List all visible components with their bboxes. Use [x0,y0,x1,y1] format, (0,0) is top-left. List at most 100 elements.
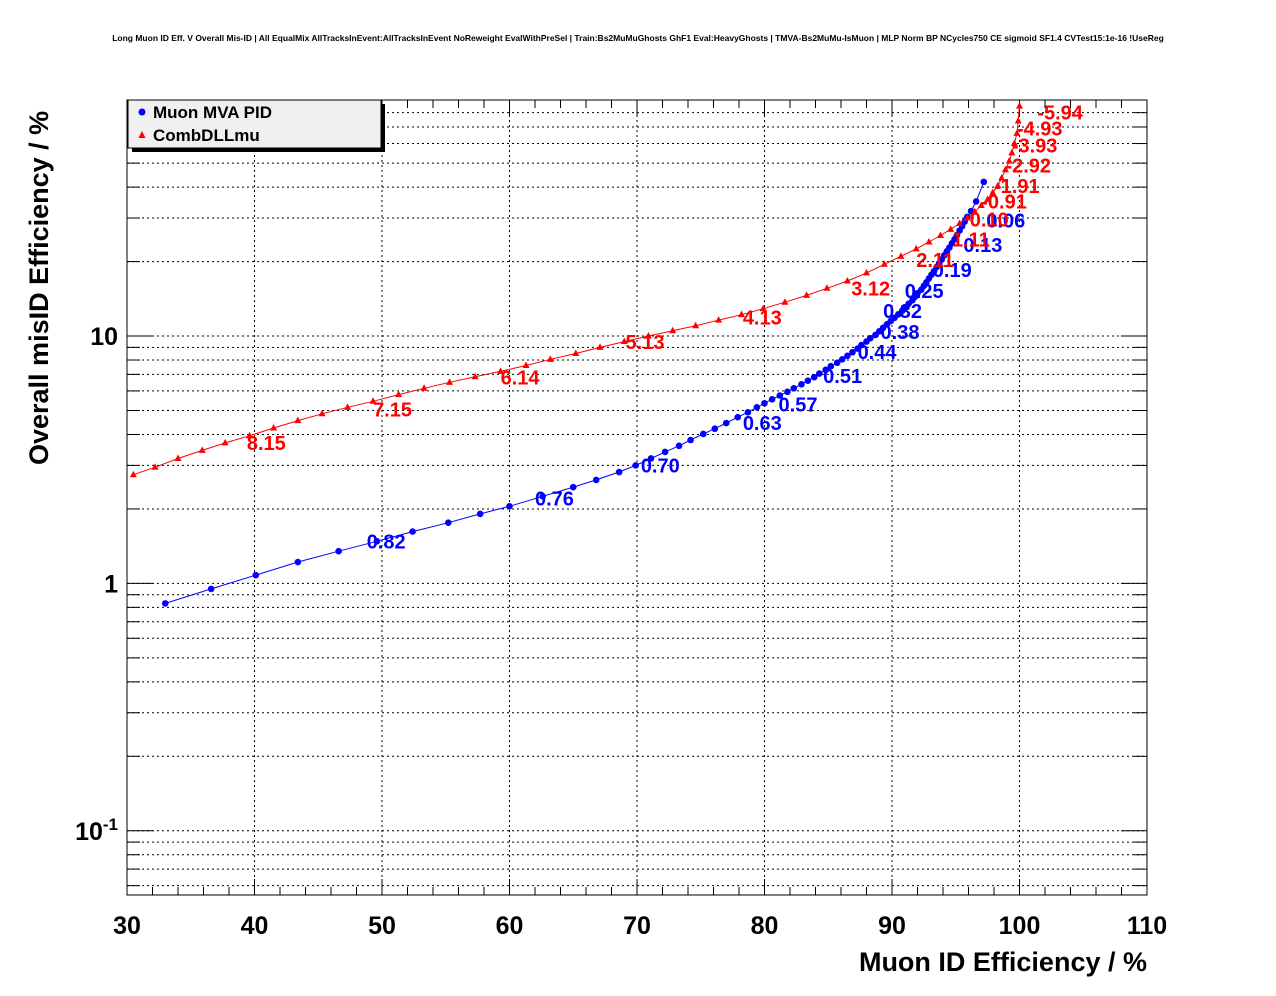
data-point [245,431,253,439]
data-point [497,367,505,374]
data-point [270,423,278,431]
data-point [838,356,846,363]
data-point [572,349,580,357]
data-point [759,304,767,312]
data-point [369,397,377,404]
data-point [994,181,1002,189]
legend-label: CombDLLmu [153,126,260,145]
data-label: 0.57 [779,394,818,416]
data-point [880,260,888,267]
data-label: 0.70 [641,455,680,477]
y-axis-title: Overall misID Efficiency / % [24,111,54,465]
data-point [823,284,831,291]
data-point [335,547,342,555]
data-label: -1.91 [994,176,1040,198]
data-label: 8.15 [247,433,286,455]
data-point [722,419,730,427]
data-point [734,413,742,421]
data-label: -3.93 [1012,135,1058,157]
data-label: 0.44 [858,342,898,364]
data-point [632,462,640,469]
data-label: 7.15 [373,399,412,421]
legend-marker [138,131,146,138]
x-axis-ticks: 30 40 50 60 70 80 90 100 110 [113,100,1167,940]
data-label: -0.91 [981,191,1027,213]
data-point [476,510,484,518]
data-label: 0.82 [367,531,406,553]
data-label: 0.63 [743,413,782,435]
data-point [546,355,554,362]
data-point [151,463,159,470]
data-label: -5.94 [1037,103,1083,125]
data-point [1016,102,1023,109]
data-label: 5.13 [626,332,665,354]
data-point [161,600,169,607]
data-point [373,537,381,545]
data-point [471,372,479,380]
data-point [692,321,700,329]
data-point [446,378,454,385]
data-point [843,276,851,284]
data-point [822,366,829,374]
data-point [804,377,812,384]
data-point [1001,165,1009,173]
data-point [644,332,652,339]
data-point [539,492,546,500]
data-point [867,334,874,342]
data-point [700,430,707,438]
data-point [984,195,992,202]
series-layer [129,102,1023,607]
legend: Muon MVA PID CombDLLmu [127,99,385,152]
data-point [849,348,856,356]
grid-layer [127,100,1147,895]
data-point [715,316,723,323]
data-point [647,455,655,462]
data-point [989,188,997,196]
data-point [827,362,835,370]
x-tick-label: 50 [368,912,396,940]
data-label: 0.51 [823,366,862,388]
data-point [833,359,841,367]
data-point [569,483,577,491]
data-point [798,381,805,388]
legend-marker [138,108,146,116]
data-point [761,399,768,407]
data-point [395,390,403,398]
data-point [207,585,215,593]
data-label: 0.38 [881,322,920,344]
data-point [803,291,811,298]
data-point [925,237,933,245]
data-point [252,571,260,579]
data-point [1005,157,1013,164]
data-point [344,403,352,410]
data-point [744,408,752,416]
data-point [615,468,623,476]
data-label: -4.93 [1017,119,1063,141]
x-tick-label: 100 [999,912,1041,940]
chart-title: Long Muon ID Eff. V Overall Mis-ID | All… [112,33,1164,43]
data-point [936,231,944,238]
data-label: 4.13 [743,307,782,329]
data-point [963,214,971,221]
data-point [506,502,513,510]
data-point [980,178,988,186]
x-axis-title: Muon ID Efficiency / % [859,947,1147,977]
data-point [912,244,920,252]
data-point [596,343,604,350]
data-point [947,225,955,232]
data-point [816,370,823,377]
data-point [971,207,979,215]
data-point [445,519,452,526]
data-point [687,436,694,444]
series-line [165,181,985,604]
data-point [294,558,302,566]
x-tick-label: 90 [878,912,906,940]
data-label: 0.10 [970,209,1009,231]
data-label: 0.19 [933,260,972,282]
data-point [897,252,905,259]
point-label-layer: 0.82 0.76 0.70 0.630.570.510.440.380.320.25… [247,103,1084,554]
data-point [174,454,182,461]
data-point [221,438,229,446]
y-tick-label: 10-1 [75,815,118,846]
data-point [669,326,677,334]
